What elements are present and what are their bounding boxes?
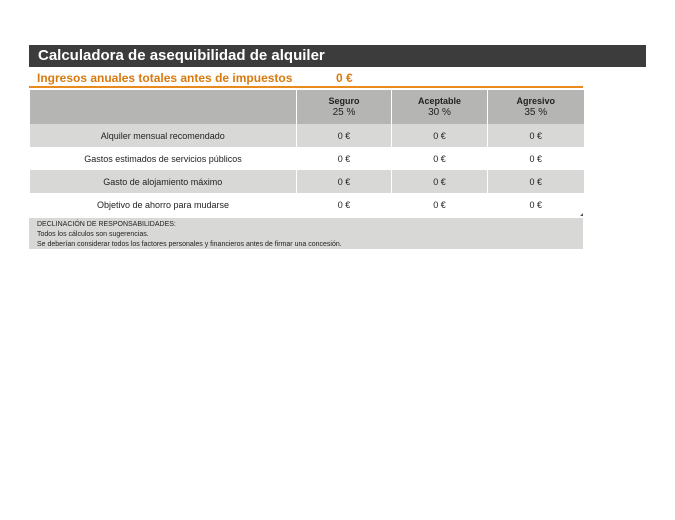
header-agresivo[interactable]: Agresivo 35 % bbox=[487, 90, 584, 124]
income-label: Ingresos anuales totales antes de impues… bbox=[37, 71, 293, 85]
header-agresivo-name: Agresivo bbox=[516, 96, 555, 106]
disclaimer-box[interactable]: DECLINACIÓN DE RESPONSABILIDADES: Todos … bbox=[29, 218, 583, 249]
table-row: Gasto de alojamiento máximo 0 € 0 € 0 € bbox=[29, 170, 584, 193]
value-cell[interactable]: 0 € bbox=[391, 147, 488, 170]
value-cell[interactable]: 0 € bbox=[296, 193, 392, 216]
disclaimer-line: Todos los cálculos son sugerencias. bbox=[37, 231, 149, 238]
header-agresivo-pct: 35 % bbox=[524, 107, 548, 118]
value-cell[interactable]: 0 € bbox=[296, 170, 392, 193]
table-row: Gastos estimados de servicios públicos 0… bbox=[29, 147, 584, 170]
header-aceptable-name: Aceptable bbox=[417, 96, 461, 106]
row-label[interactable]: Gastos estimados de servicios públicos bbox=[29, 147, 297, 170]
value-cell[interactable]: 0 € bbox=[487, 170, 584, 193]
affordability-table: Seguro 25 % Aceptable 30 % Agresivo 35 %… bbox=[29, 90, 584, 216]
income-input-cell[interactable]: 0 € bbox=[336, 71, 353, 85]
header-seguro-name: Seguro bbox=[328, 96, 360, 106]
value-cell[interactable]: 0 € bbox=[391, 170, 488, 193]
cell-resize-handle-icon[interactable] bbox=[580, 213, 583, 216]
table-header-row: Seguro 25 % Aceptable 30 % Agresivo 35 % bbox=[29, 90, 584, 124]
header-seguro[interactable]: Seguro 25 % bbox=[296, 90, 392, 124]
table-row: Alquiler mensual recomendado 0 € 0 € 0 € bbox=[29, 124, 584, 147]
value-cell[interactable]: 0 € bbox=[296, 124, 392, 147]
disclaimer-line: Se deberían considerar todos los factore… bbox=[37, 241, 342, 248]
table-row: Objetivo de ahorro para mudarse 0 € 0 € … bbox=[29, 193, 584, 216]
value-cell[interactable]: 0 € bbox=[487, 193, 584, 216]
header-empty-cell bbox=[29, 90, 297, 124]
row-label[interactable]: Objetivo de ahorro para mudarse bbox=[29, 193, 297, 216]
row-label[interactable]: Alquiler mensual recomendado bbox=[29, 124, 297, 147]
sheet-title[interactable]: Calculadora de asequibilidad de alquiler bbox=[29, 45, 646, 67]
value-cell[interactable]: 0 € bbox=[391, 193, 488, 216]
header-seguro-pct: 25 % bbox=[332, 107, 356, 118]
value-cell[interactable]: 0 € bbox=[487, 147, 584, 170]
disclaimer-heading: DECLINACIÓN DE RESPONSABILIDADES: bbox=[37, 221, 176, 228]
header-aceptable[interactable]: Aceptable 30 % bbox=[391, 90, 488, 124]
value-cell[interactable]: 0 € bbox=[487, 124, 584, 147]
row-label[interactable]: Gasto de alojamiento máximo bbox=[29, 170, 297, 193]
value-cell[interactable]: 0 € bbox=[296, 147, 392, 170]
income-row: Ingresos anuales totales antes de impues… bbox=[29, 69, 583, 88]
value-cell[interactable]: 0 € bbox=[391, 124, 488, 147]
header-aceptable-pct: 30 % bbox=[428, 107, 451, 118]
